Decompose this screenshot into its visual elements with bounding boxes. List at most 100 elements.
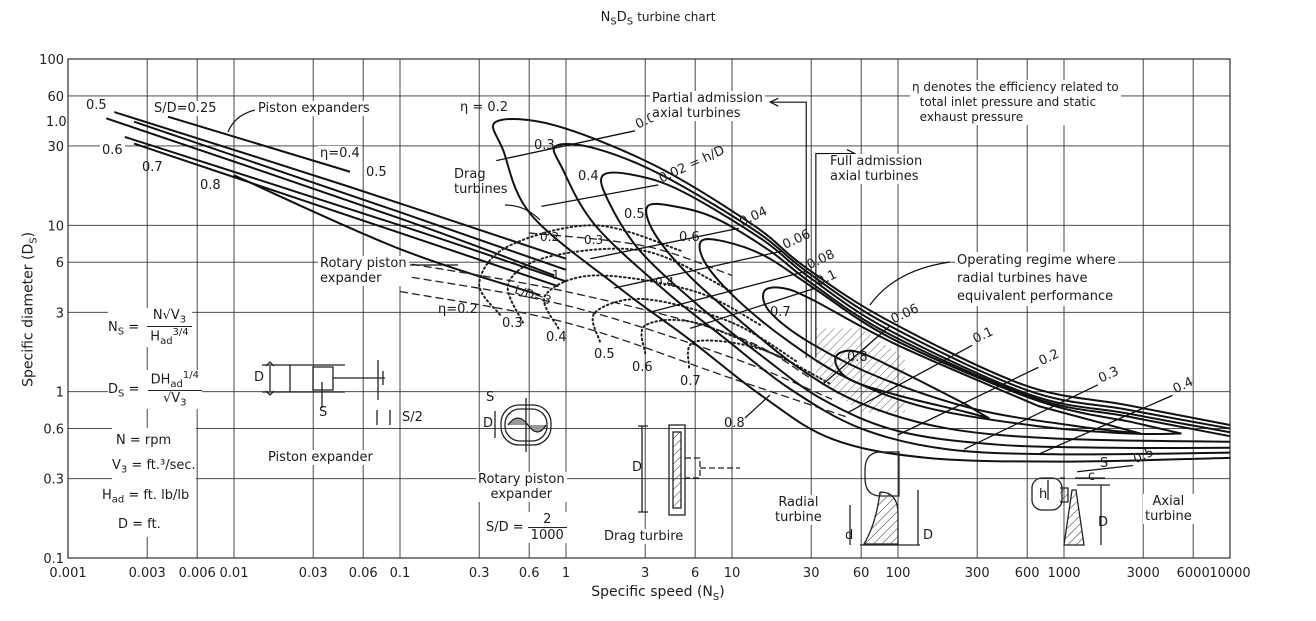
full-admission-label: Full admission axial turbines xyxy=(828,154,925,184)
h-over-d-line xyxy=(821,324,891,386)
piston-eta-label: 0.8 xyxy=(200,178,221,193)
eta-04-label: η=0.4 xyxy=(318,146,362,161)
arrow-left-icon xyxy=(768,97,779,107)
eta-note: η denotes the efficiency related to tota… xyxy=(910,80,1121,125)
y-tick-label: 1 xyxy=(56,386,64,401)
drag-turbine-eta-contour xyxy=(478,224,684,316)
h-over-d-line xyxy=(897,366,1039,436)
h-over-d-label: 0.02 = h/D xyxy=(657,143,727,186)
drag-turbines-arrow xyxy=(504,204,541,221)
x-tick-label: 0.001 xyxy=(49,566,86,581)
drag-eta-label: 0.8 xyxy=(724,416,745,431)
x-tick-label: 0.003 xyxy=(129,566,166,581)
piston-expander-line xyxy=(167,115,351,173)
partial-admission-boundary xyxy=(770,101,807,358)
h-over-d-line xyxy=(689,287,817,330)
y-tick-label: 100 xyxy=(39,53,64,68)
x-tick-label: 0.006 xyxy=(179,566,216,581)
piston-eta-label: 0.7 xyxy=(142,160,163,175)
drag-eta-label: 0.5 xyxy=(594,347,615,362)
sd-025-label: S/D=0.25 xyxy=(152,101,219,116)
chart-title: NSDS turbine chart xyxy=(600,10,716,28)
x-tick-label: 1 xyxy=(562,566,570,581)
piston-expander-line xyxy=(133,120,567,271)
drag-inner-label: 0.4 xyxy=(655,275,675,289)
h-over-d-line xyxy=(649,270,807,313)
x-tick-label: 6000 xyxy=(1177,566,1210,581)
x-tick-label: 1000 xyxy=(1047,566,1080,581)
piston-expander-line xyxy=(233,174,541,297)
drag-turbine-drawing xyxy=(638,424,740,516)
piston-eta-label: 0.6 xyxy=(100,143,125,158)
h-over-d-line xyxy=(614,250,783,289)
y-tick-label: 6 xyxy=(56,256,64,271)
partial-eta-label: 0.8 xyxy=(847,350,868,365)
x-tick-label: 30 xyxy=(803,566,820,581)
h-over-d-label: 0.1 xyxy=(814,267,839,289)
h-over-d-label: 0.2 xyxy=(1037,347,1062,369)
drag-eta-label: 0.3 xyxy=(502,316,523,331)
ns-formula: NS = N√V3 Had3/4 xyxy=(108,308,192,347)
h-over-d-label: 0.06 xyxy=(780,227,813,253)
piston-expander-line xyxy=(105,117,555,277)
axial-turbine-caption: Axial turbine xyxy=(1143,494,1194,524)
drag-turbines-label: Drag turbines xyxy=(454,167,508,197)
x-tick-label: 3000 xyxy=(1127,566,1160,581)
x-tick-label: 10000 xyxy=(1209,566,1250,581)
drag-turbine-eta-contour xyxy=(640,318,783,359)
x-tick-label: 0.03 xyxy=(299,566,328,581)
h-over-d-line xyxy=(590,227,740,260)
drag-inner-label: 0.3 xyxy=(584,233,604,247)
turbine-efficiency-contour xyxy=(600,171,1231,449)
operating-regime-arrow xyxy=(869,261,951,306)
rotary-piston-dashed-line xyxy=(399,290,849,419)
h-over-d-label: 0.3 xyxy=(1096,364,1121,386)
x-tick-label: 0.6 xyxy=(519,566,540,581)
x-tick-label: 60 xyxy=(853,566,870,581)
y-tick-label: 0.3 xyxy=(43,473,64,488)
x-tick-label: 300 xyxy=(965,566,990,581)
drag-eta-label: η=0.2 xyxy=(438,302,478,317)
piston-eta-label: 0.5 xyxy=(366,165,387,180)
piston-expander-line xyxy=(113,111,567,260)
partial-eta-label: 0.3 xyxy=(534,138,555,153)
drag-turbine-caption: Drag turbire xyxy=(602,529,686,544)
rotary-piston-label: Rotary piston expander xyxy=(318,256,409,286)
radial-d-small-label: d xyxy=(845,528,854,543)
piston-expander-line xyxy=(124,135,567,283)
axial-d-label: D xyxy=(1098,515,1109,530)
piston-s2-label: S/2 xyxy=(402,410,423,425)
turbine-efficiency-contour xyxy=(552,142,1231,456)
h-over-d-label: 0.1 xyxy=(971,325,996,347)
x-tick-label: 10 xyxy=(724,566,741,581)
turbine-efficiency-contour xyxy=(645,202,1231,443)
axial-h-label: h xyxy=(1039,487,1048,502)
turbine-efficiency-contour xyxy=(834,349,990,420)
rotary-d-label: D xyxy=(483,416,494,431)
piston-expanders-arrow xyxy=(227,109,256,133)
piston-expanders-label: Piston expanders xyxy=(256,101,372,116)
y-axis-label: Specific diameter (DS) xyxy=(20,231,40,387)
rotary-piston-dashed-line xyxy=(399,274,833,400)
piston-expander-caption: Piston expander xyxy=(266,450,375,465)
piston-expander-line xyxy=(133,142,559,288)
x-tick-label: 0.3 xyxy=(469,566,490,581)
ds-formula: DS = DHad1/4 √V3 xyxy=(108,370,202,409)
drag-d-label: D xyxy=(632,460,643,475)
plot-frame xyxy=(67,58,1231,559)
partial-admission-label: Partial admission axial turbines xyxy=(650,91,765,121)
x-tick-label: 0.01 xyxy=(220,566,249,581)
drag-turbine-eta-contour xyxy=(506,247,733,324)
radial-regime-hatched-region xyxy=(815,328,905,413)
h-over-d-label: 0.06 xyxy=(889,301,922,327)
turbine-efficiency-contour xyxy=(762,286,1142,435)
drag-eta-label: 0.4 xyxy=(546,330,567,345)
eta-08-arrow xyxy=(744,394,771,419)
piston-eta-label: 0.5 xyxy=(86,98,107,113)
y-tick-label: 3 xyxy=(56,306,64,321)
drag-eta-label: 0.6 xyxy=(632,360,653,375)
axial-turbine-drawing xyxy=(1031,477,1110,546)
drag-eta-label: 0.7 xyxy=(680,374,701,389)
x-axis-label: Specific speed (NS) xyxy=(591,584,725,603)
